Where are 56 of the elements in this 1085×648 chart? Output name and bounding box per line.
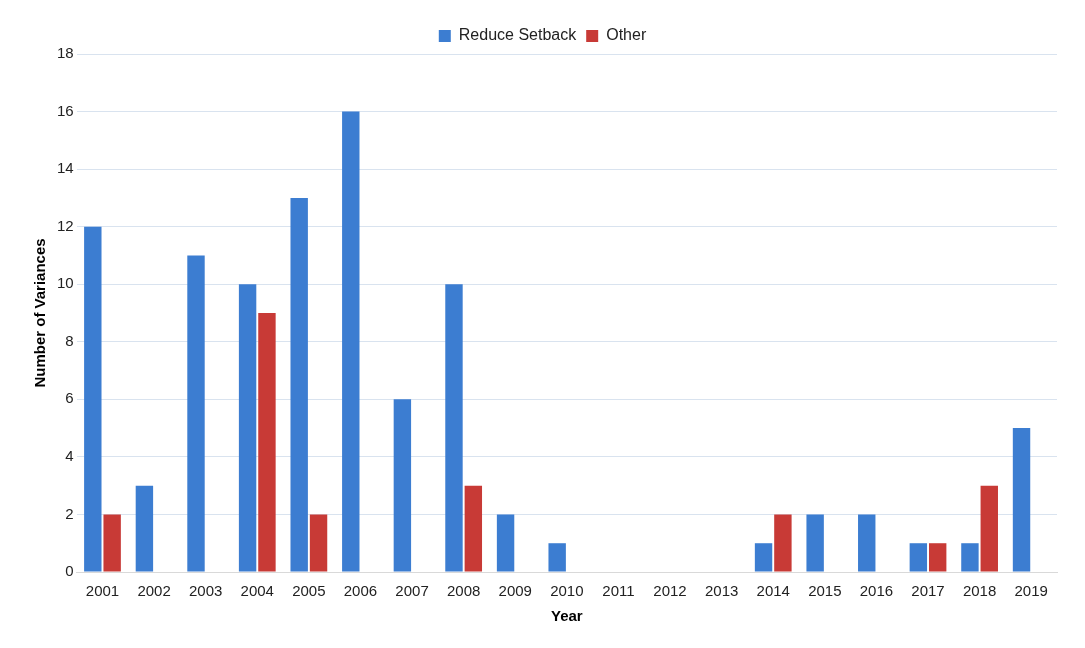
bar [806, 514, 824, 572]
x-tick-label: 2016 [859, 582, 894, 600]
x-tick-label: 2005 [292, 582, 326, 600]
bar [258, 313, 276, 572]
bar [342, 111, 360, 572]
bar [135, 485, 154, 572]
bar [961, 543, 979, 572]
x-tick-label: 2003 [188, 582, 223, 600]
x-tick-label: 2010 [550, 582, 584, 600]
x-tick-label: 2014 [756, 582, 790, 600]
x-tick-label: 2013 [704, 582, 739, 600]
y-tick-label: 4 [65, 447, 74, 465]
y-axis-title: Number of Variances [31, 238, 49, 388]
x-tick-label: 2015 [808, 582, 842, 600]
bar [928, 543, 947, 572]
bar [464, 485, 483, 572]
x-tick-label: 2008 [446, 582, 481, 600]
bar [980, 485, 998, 572]
bar [84, 226, 102, 572]
bar [548, 543, 566, 572]
x-tick-label: 2019 [1014, 582, 1048, 600]
y-tick-label: 6 [65, 389, 74, 407]
x-tick-label: 2006 [343, 582, 378, 600]
bar [309, 514, 328, 572]
x-tick-label: 2002 [137, 582, 171, 600]
x-tick-label: 2017 [911, 582, 945, 600]
legend-label: Reduce Setback [458, 26, 578, 44]
legend-label: Other [606, 26, 647, 44]
y-tick-label: 2 [65, 504, 74, 522]
bar [774, 514, 792, 572]
bar [290, 197, 308, 572]
x-tick-label: 2012 [653, 582, 687, 600]
bar [1012, 428, 1031, 572]
y-tick-label: 18 [57, 44, 74, 62]
x-tick-label: 2001 [85, 582, 120, 600]
bar [393, 399, 412, 572]
x-axis-title: Year [550, 607, 583, 625]
y-tick-label: 12 [57, 216, 74, 234]
y-tick-label: 8 [65, 331, 74, 349]
bar [187, 255, 205, 572]
bar [858, 514, 876, 572]
x-tick-label: 2004 [240, 582, 274, 600]
y-tick-label: 10 [57, 274, 74, 292]
x-tick-label: 2011 [602, 582, 635, 600]
x-tick-label: 2018 [962, 582, 997, 600]
bar [496, 514, 515, 572]
y-tick-label: 0 [65, 562, 74, 580]
x-tick-label: 2009 [498, 582, 532, 600]
bar [103, 514, 121, 572]
bar [445, 284, 463, 572]
x-tick-label: 2007 [395, 582, 429, 600]
bar [238, 284, 257, 572]
y-tick-label: 14 [57, 159, 74, 177]
bar [909, 543, 928, 572]
bar [754, 543, 773, 572]
y-tick-label: 16 [57, 101, 74, 119]
